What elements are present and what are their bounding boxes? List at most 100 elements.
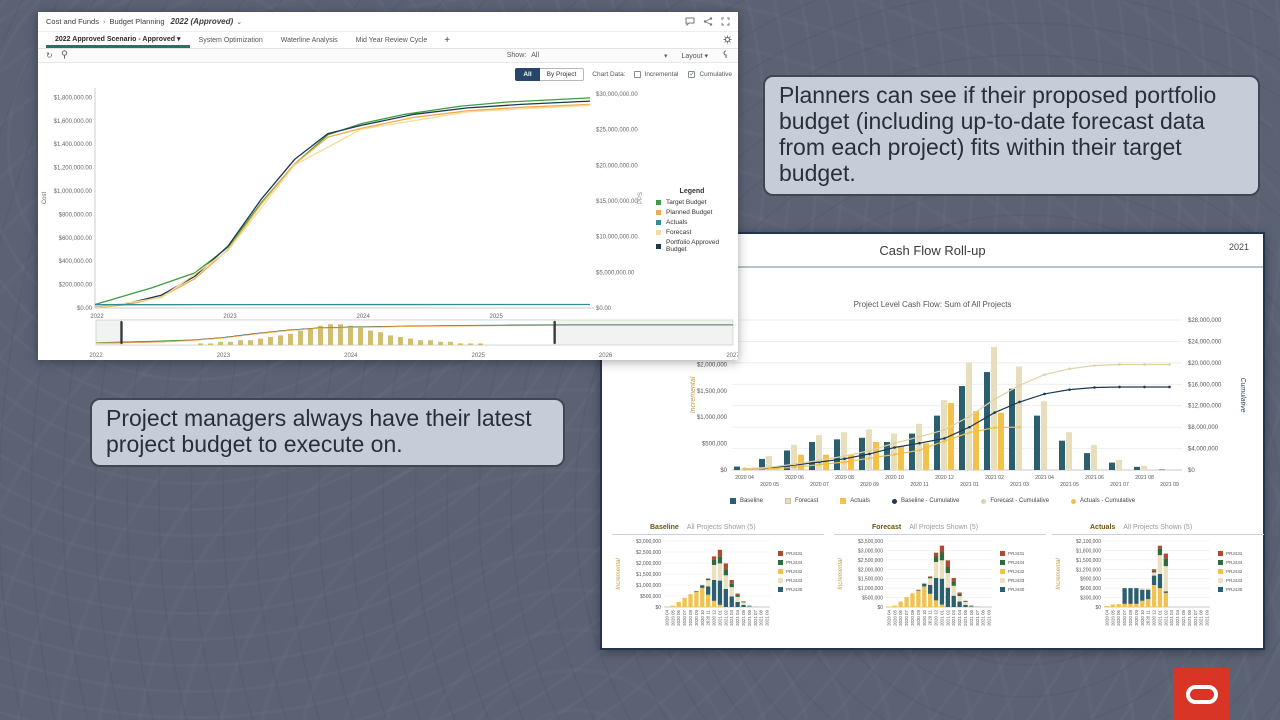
svg-text:$3,000,000: $3,000,000	[858, 548, 883, 554]
portfolio-budget-line-chart: $1,800,000.00 $1,600,000.00 $1,400,000.00 $…	[42, 88, 644, 320]
checkbox-cumulative[interactable]: ✓ Cumulative	[688, 71, 732, 78]
svg-text:2021 07: 2021 07	[975, 609, 980, 625]
svg-text:$1,500,000: $1,500,000	[858, 577, 883, 583]
svg-text:$1,500,000: $1,500,000	[697, 389, 728, 395]
svg-text:$2,100,000: $2,100,000	[1076, 539, 1101, 545]
settings-gear-icon[interactable]	[723, 35, 732, 46]
divider	[602, 266, 1263, 268]
brush-handle-left[interactable]	[120, 321, 123, 344]
svg-text:$500,000: $500,000	[862, 596, 883, 602]
comment-icon[interactable]	[685, 17, 695, 26]
svg-text:2021 03: 2021 03	[729, 609, 734, 625]
pin-icon[interactable]	[61, 50, 68, 61]
svg-text:$0: $0	[1188, 468, 1195, 474]
svg-text:$0: $0	[655, 605, 661, 611]
svg-text:2020 04: 2020 04	[886, 609, 891, 625]
svg-text:$500,000: $500,000	[640, 594, 661, 600]
cash-flow-rollup-screenshot: Cash Flow Roll-up 2021 Project Level Cas…	[600, 232, 1265, 650]
svg-text:2020 12: 2020 12	[712, 609, 717, 625]
mini-chart-title: Actuals All Projects Shown (5)	[1052, 522, 1264, 535]
svg-text:2021 07: 2021 07	[1110, 482, 1129, 488]
svg-text:$300,000: $300,000	[1080, 596, 1101, 602]
svg-text:2021 02: 2021 02	[985, 475, 1004, 481]
svg-text:$1,400,000.00: $1,400,000.00	[54, 142, 93, 148]
svg-text:2020 08: 2020 08	[1128, 609, 1133, 625]
svg-text:PRJ431: PRJ431	[1008, 551, 1025, 556]
tab-system-optimization[interactable]: System Optimization	[198, 36, 263, 44]
legend-label: Forecast - Cumulative	[990, 498, 1050, 504]
svg-text:2023: 2023	[223, 314, 237, 320]
mini-chart-title: Baseline All Projects Shown (5)	[612, 522, 824, 535]
chart-view-controls: All By Project Chart Data: Incremental ✓ C…	[515, 68, 732, 81]
show-dropdown[interactable]: Show: All ▾	[507, 52, 668, 60]
legend-label: Forecast	[666, 229, 692, 236]
forecast-by-project-chart: $3,500,000 $3,000,000 $2,500,000 $2,000,000…	[838, 539, 1025, 626]
legend-item: Forecast	[656, 229, 738, 236]
svg-text:PRJ432: PRJ432	[1226, 569, 1243, 574]
svg-text:2021 01: 2021 01	[960, 482, 979, 488]
legend-swatch	[656, 200, 661, 205]
fullscreen-icon[interactable]	[721, 17, 730, 26]
svg-text:$800,000.00: $800,000.00	[59, 212, 93, 218]
svg-text:PRJ434: PRJ434	[1226, 560, 1243, 565]
cumulative-checkbox[interactable]: ✓	[688, 71, 696, 78]
svg-text:2021 03: 2021 03	[951, 609, 956, 625]
svg-text:2021 02: 2021 02	[945, 609, 950, 625]
svg-text:2025: 2025	[472, 353, 486, 359]
layout-dropdown[interactable]: Layout ▾	[681, 52, 708, 60]
svg-text:PRJ434: PRJ434	[786, 560, 803, 565]
svg-text:2021 08: 2021 08	[1135, 475, 1154, 481]
breadcrumb-budget-planning[interactable]: Budget Planning	[109, 17, 165, 26]
by-project-view-button[interactable]: By Project	[539, 68, 585, 81]
brush-handle-right[interactable]	[553, 321, 556, 344]
svg-text:2020 06: 2020 06	[785, 475, 804, 481]
chevron-down-icon[interactable]: ▾	[664, 52, 668, 60]
wrench-icon[interactable]	[722, 50, 730, 61]
tab-mid-year-review-cycle[interactable]: Mid Year Review Cycle	[355, 36, 428, 44]
scenario-selector[interactable]: 2022 (Approved)	[170, 17, 234, 26]
oracle-o-mark	[1185, 684, 1218, 704]
svg-text:$1,000,000.00: $1,000,000.00	[54, 189, 93, 195]
svg-text:2020 10: 2020 10	[700, 609, 705, 625]
incremental-checkbox[interactable]	[633, 71, 641, 78]
svg-text:$5,000,000.00: $5,000,000.00	[596, 270, 635, 276]
svg-text:2026: 2026	[599, 353, 613, 359]
legend-swatch	[656, 243, 661, 249]
refresh-icon[interactable]: ↻	[46, 50, 53, 60]
svg-text:2021 04: 2021 04	[1175, 609, 1180, 625]
svg-text:$0: $0	[1095, 605, 1101, 611]
svg-text:2021 03: 2021 03	[1169, 609, 1174, 625]
svg-text:2020 07: 2020 07	[1122, 609, 1127, 625]
legend-item-forecast---cumulative: Forecast - Cumulative	[981, 498, 1049, 504]
svg-text:2027: 2027	[726, 353, 738, 359]
svg-text:2020 07: 2020 07	[810, 482, 829, 488]
checkbox-label: Incremental	[644, 71, 679, 78]
legend-swatch	[784, 498, 791, 504]
tab-waterline-analysis[interactable]: Waterline Analysis	[280, 36, 338, 44]
breadcrumb-cost-and-funds[interactable]: Cost and Funds	[46, 17, 99, 26]
svg-text:2020 12: 2020 12	[1152, 609, 1157, 625]
add-tab-button[interactable]: +	[444, 34, 451, 46]
share-icon[interactable]	[703, 17, 713, 26]
svg-text:Incremental: Incremental	[838, 558, 844, 590]
tab-approved-scenario[interactable]: 2022 Approved Scenario - Approved ▾	[46, 32, 190, 48]
svg-text:$1,500,000: $1,500,000	[636, 572, 661, 578]
checkbox-incremental[interactable]: Incremental	[633, 71, 679, 78]
svg-text:2021 04: 2021 04	[1035, 475, 1054, 481]
svg-text:2020 10: 2020 10	[885, 475, 904, 481]
svg-text:2021 01: 2021 01	[717, 609, 722, 625]
svg-text:2021 05: 2021 05	[1181, 609, 1186, 625]
svg-text:Cumulative: Cumulative	[1239, 377, 1246, 412]
legend-item: Actuals	[656, 219, 738, 226]
chart-title: Project Level Cash Flow: Sum of All Proj…	[853, 300, 1012, 309]
svg-text:$2,000,000: $2,000,000	[697, 362, 728, 368]
chevron-down-icon[interactable]: ⌄	[236, 18, 243, 26]
svg-text:$0.00: $0.00	[77, 306, 93, 312]
legend-marker	[981, 498, 987, 504]
all-view-button[interactable]: All	[515, 68, 540, 81]
legend-item-baseline---cumulative: Baseline - Cumulative	[891, 498, 959, 504]
legend-swatch	[656, 210, 661, 215]
legend-swatch	[840, 498, 847, 504]
svg-text:$1,800,000: $1,800,000	[1076, 548, 1101, 554]
rollup-header: Cash Flow Roll-up 2021	[602, 234, 1263, 268]
